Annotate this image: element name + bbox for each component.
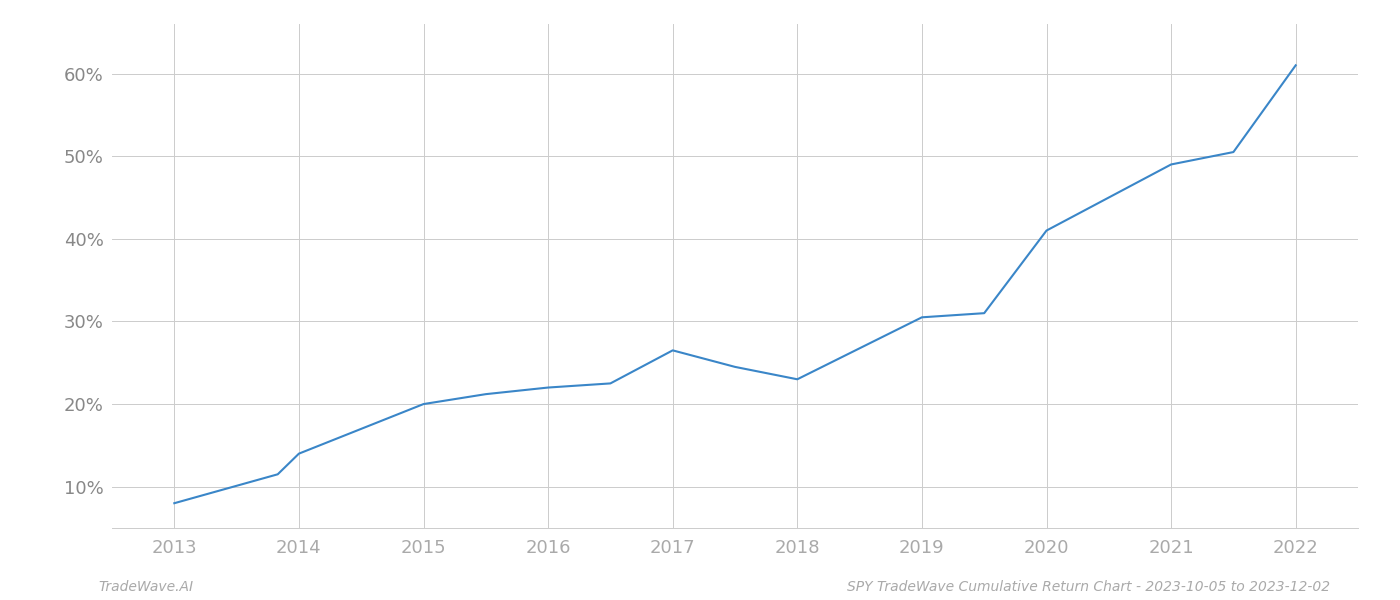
Text: SPY TradeWave Cumulative Return Chart - 2023-10-05 to 2023-12-02: SPY TradeWave Cumulative Return Chart - … bbox=[847, 580, 1330, 594]
Text: TradeWave.AI: TradeWave.AI bbox=[98, 580, 193, 594]
